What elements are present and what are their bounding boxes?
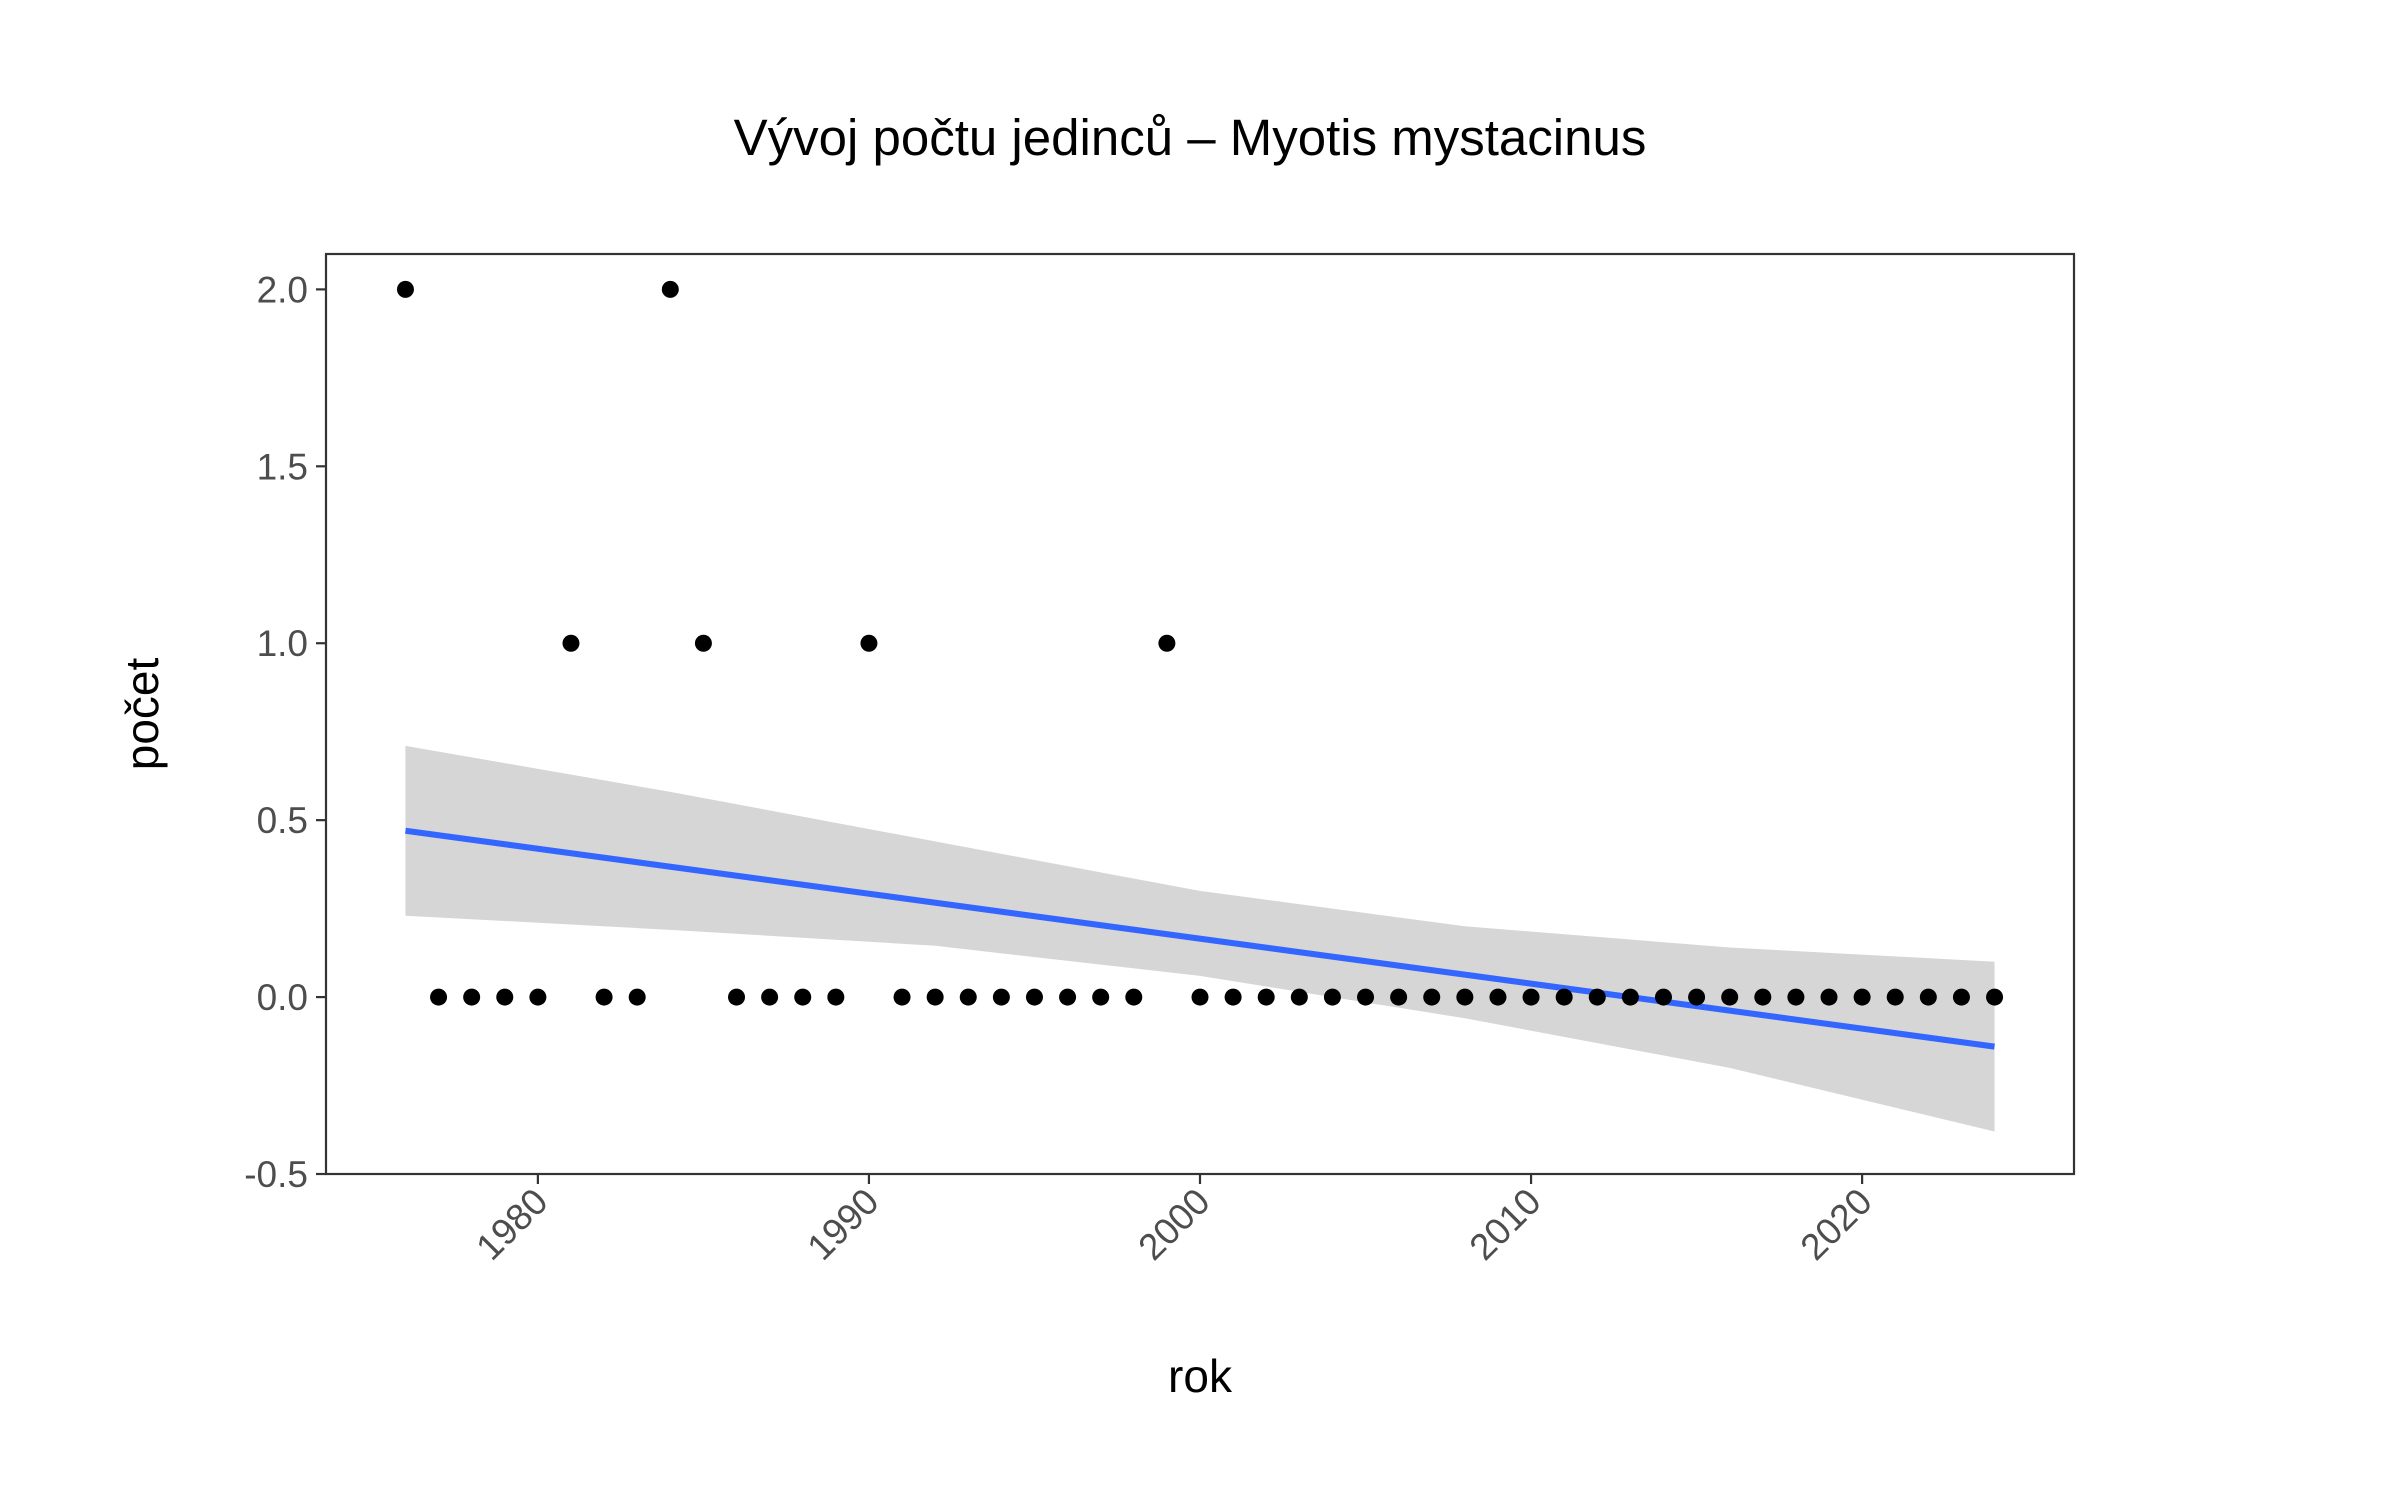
data-point-1999 bbox=[1158, 634, 1176, 652]
data-point-1998 bbox=[1125, 988, 1143, 1006]
data-point-1983 bbox=[628, 988, 646, 1006]
chart-title: Vývoj počtu jedinců – Myotis mystacinus bbox=[734, 109, 1647, 166]
data-point-2009 bbox=[1489, 988, 1507, 1006]
data-point-2002 bbox=[1257, 988, 1275, 1006]
data-point-1977 bbox=[430, 988, 448, 1006]
data-point-2023 bbox=[1952, 988, 1970, 1006]
data-point-2022 bbox=[1919, 988, 1937, 1006]
data-point-2018 bbox=[1787, 988, 1805, 1006]
data-point-2017 bbox=[1754, 988, 1772, 1006]
data-point-1984 bbox=[661, 280, 679, 298]
y-tick-label--0.5: -0.5 bbox=[244, 1154, 308, 1195]
data-point-1994 bbox=[992, 988, 1010, 1006]
data-point-2011 bbox=[1555, 988, 1573, 1006]
data-point-2014 bbox=[1654, 988, 1672, 1006]
data-point-1991 bbox=[893, 988, 911, 1006]
data-point-2020 bbox=[1853, 988, 1871, 1006]
data-point-1996 bbox=[1059, 988, 1077, 1006]
data-point-2012 bbox=[1588, 988, 1606, 1006]
data-point-1988 bbox=[794, 988, 812, 1006]
x-tick-label-2020: 2020 bbox=[1793, 1181, 1880, 1268]
data-point-2001 bbox=[1224, 988, 1242, 1006]
data-point-2019 bbox=[1820, 988, 1838, 1006]
y-axis: -0.5 0.0 0.5 1.0 1.5 2.0 bbox=[244, 269, 326, 1195]
data-point-2007 bbox=[1423, 988, 1441, 1006]
y-tick-label-2.0: 2.0 bbox=[257, 269, 308, 310]
trend-line-layer bbox=[405, 827, 1995, 1050]
data-point-1976 bbox=[396, 280, 414, 298]
y-axis-label: počet bbox=[116, 658, 168, 771]
data-point-2015 bbox=[1688, 988, 1706, 1006]
data-point-1992 bbox=[926, 988, 944, 1006]
y-tick-label-1.5: 1.5 bbox=[257, 446, 308, 487]
data-point-1985 bbox=[694, 634, 712, 652]
data-point-1980 bbox=[529, 988, 547, 1006]
data-point-1989 bbox=[827, 988, 845, 1006]
data-point-2004 bbox=[1323, 988, 1341, 1006]
data-point-2024 bbox=[1986, 988, 2004, 1006]
data-point-1993 bbox=[959, 988, 977, 1006]
data-point-1978 bbox=[463, 988, 481, 1006]
y-tick-label-0.0: 0.0 bbox=[257, 977, 308, 1018]
y-tick-label-1.0: 1.0 bbox=[257, 623, 308, 664]
data-point-2021 bbox=[1886, 988, 1904, 1006]
data-point-2008 bbox=[1456, 988, 1474, 1006]
data-point-2006 bbox=[1390, 988, 1408, 1006]
data-point-2013 bbox=[1621, 988, 1639, 1006]
data-point-2005 bbox=[1357, 988, 1375, 1006]
x-tick-label-1990: 1990 bbox=[799, 1181, 886, 1268]
data-point-2000 bbox=[1191, 988, 1209, 1006]
data-point-1982 bbox=[595, 988, 613, 1006]
data-point-1981 bbox=[562, 634, 580, 652]
data-point-1990 bbox=[860, 634, 878, 652]
x-axis-label: rok bbox=[1168, 1350, 1233, 1402]
data-point-1995 bbox=[1025, 988, 1043, 1006]
data-point-1987 bbox=[761, 988, 779, 1006]
data-point-2016 bbox=[1721, 988, 1739, 1006]
x-tick-label-1980: 1980 bbox=[468, 1181, 555, 1268]
x-axis: 1980 1990 2000 2010 2020 bbox=[468, 1174, 1880, 1268]
data-point-1986 bbox=[728, 988, 746, 1006]
data-point-2003 bbox=[1290, 988, 1308, 1006]
trend-line bbox=[405, 827, 1995, 1050]
data-point-1997 bbox=[1092, 988, 1110, 1006]
data-point-1979 bbox=[496, 988, 514, 1006]
x-tick-label-2000: 2000 bbox=[1130, 1181, 1217, 1268]
points-layer bbox=[396, 280, 2004, 1006]
x-tick-label-2010: 2010 bbox=[1462, 1181, 1549, 1268]
y-tick-label-0.5: 0.5 bbox=[257, 800, 308, 841]
data-point-2010 bbox=[1522, 988, 1540, 1006]
